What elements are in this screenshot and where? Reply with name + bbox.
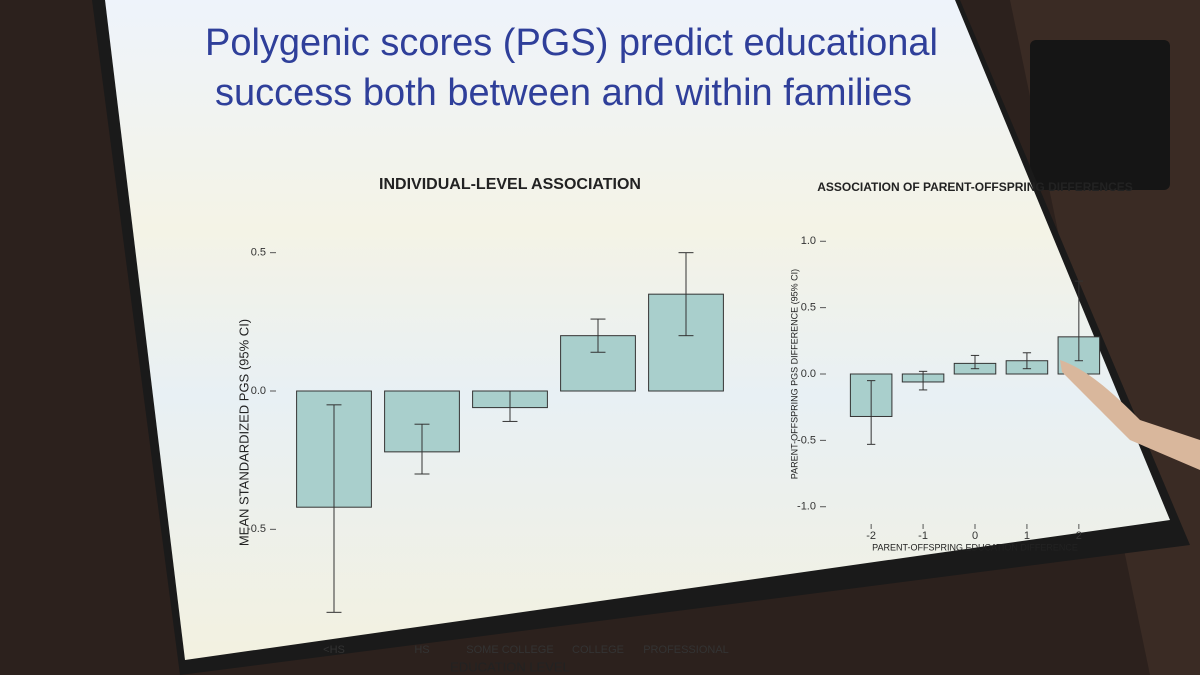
x-tick-label: -2 [866, 530, 876, 542]
y-tick-label: -1.0 [797, 501, 816, 513]
y-tick-label: 0.5 [251, 247, 266, 259]
chart-title: INDIVIDUAL-LEVEL ASSOCIATION [379, 176, 641, 193]
x-axis-label: PARENT-OFFSPRING EDUCATION DIFFERENCE [872, 542, 1078, 552]
y-axis-label: MEAN STANDARDIZED PGS (95% CI) [236, 319, 251, 546]
x-tick-label: <HS [323, 644, 345, 656]
y-tick-label: -0.5 [797, 434, 816, 446]
y-tick-label: 0.0 [251, 385, 266, 397]
y-axis-label: PARENT-OFFSPRING PGS DIFFERENCE (95% CI) [789, 269, 799, 479]
chart-title: ASSOCIATION OF PARENT-OFFSPRING DIFFEREN… [817, 180, 1133, 194]
x-tick-label: SOME COLLEGE [466, 644, 553, 656]
y-tick-label: 0.0 [801, 368, 816, 380]
slide-title: success both between and within families [215, 72, 912, 114]
x-tick-label: HS [414, 644, 429, 656]
slide-title: Polygenic scores (PGS) predict education… [205, 22, 938, 64]
x-tick-label: 0 [972, 530, 978, 542]
x-tick-label: 2 [1076, 530, 1082, 542]
y-tick-label: 0.5 [801, 302, 816, 314]
pointing-hand [1060, 360, 1200, 470]
y-tick-label: -0.5 [247, 523, 266, 535]
x-tick-label: COLLEGE [572, 644, 624, 656]
speaker [1030, 40, 1170, 190]
x-axis-label: EDUCATION LEVEL [450, 659, 570, 674]
x-tick-label: PROFESSIONAL [643, 644, 729, 656]
x-tick-label: 1 [1024, 530, 1030, 542]
x-tick-label: -1 [918, 530, 928, 542]
charts: INDIVIDUAL-LEVEL ASSOCIATION MEAN STANDAR… [236, 176, 1132, 674]
y-tick-label: 1.0 [801, 235, 816, 247]
